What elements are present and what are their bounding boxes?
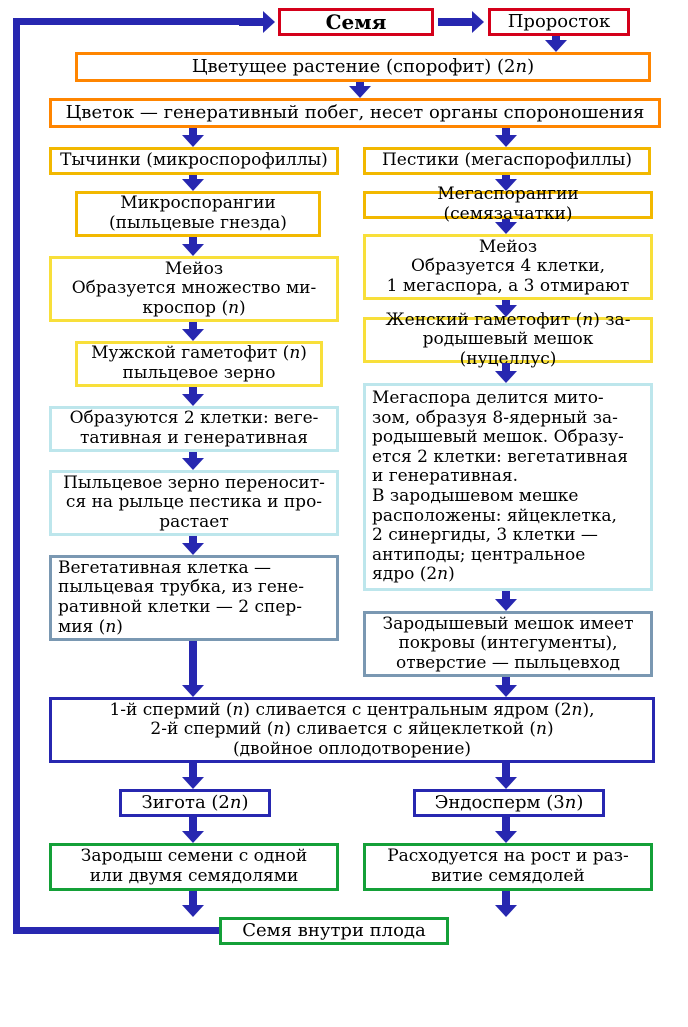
a-fert-end xyxy=(495,763,517,789)
a-end-ras xyxy=(495,817,517,843)
a-cvet-tych xyxy=(182,128,204,147)
b-semepl: Семя внутри плода xyxy=(219,917,449,945)
loopback-arrowhead xyxy=(239,11,275,33)
b-perenos-label: Пыльцевое зерно переносит-ся на рыльце п… xyxy=(63,474,325,533)
b-mega8: Мегаспора делится мито-зом, образуя 8-яд… xyxy=(363,383,653,591)
b-meioz-r-label: МейозОбразуется 4 клетки,1 мегаспора, а … xyxy=(387,238,630,297)
b-zarod: Зародыш семени с однойили двумя семядоля… xyxy=(49,843,339,891)
b-vegtube-label: Вегетативная клетка —пыльцевая трубка, и… xyxy=(58,559,330,637)
b-meioz-r: МейозОбразуется 4 клетки,1 мегаспора, а … xyxy=(363,234,653,300)
b-prorostok-label: Проросток xyxy=(508,12,611,33)
b-tych: Тычинки (микроспорофиллы) xyxy=(49,147,339,175)
a-sporo-cvet xyxy=(349,82,371,98)
a-seed-pro xyxy=(438,11,484,33)
b-megaspor: Мегаспорангии (семязачатки) xyxy=(363,191,653,219)
b-2cell: Образуются 2 клетки: веге-тативная и ген… xyxy=(49,406,339,452)
a-vt-fert xyxy=(182,641,204,697)
b-seed-label: Семя xyxy=(326,11,387,34)
a-mei-gf xyxy=(495,300,517,317)
b-semepl-label: Семя внутри плода xyxy=(242,921,426,942)
b-endo-label: Эндосперм (3n) xyxy=(435,793,584,814)
b-gametm: Мужской гаметофит (n)пыльцевое зерно xyxy=(75,341,323,387)
b-gametf-label: Женский гаметофит (n) за-родышевый мешок… xyxy=(372,311,644,370)
b-integ-label: Зародышевый мешок имеетпокровы (интегуме… xyxy=(383,615,634,674)
b-gametm-label: Мужской гаметофит (n)пыльцевое зерно xyxy=(91,344,307,383)
a-int-fert xyxy=(495,677,517,697)
a-2c-per xyxy=(182,452,204,470)
b-seed: Семя xyxy=(278,8,434,36)
b-cvetok-label: Цветок — генеративный побег, несет орган… xyxy=(66,103,645,124)
a-zar-sem xyxy=(182,891,204,917)
b-fert-label: 1-й спермий (n) сливается с центральным … xyxy=(109,701,594,760)
b-mikrospor: Микроспорангии(пыльцевые гнезда) xyxy=(75,191,321,237)
b-integ: Зародышевый мешок имеетпокровы (интегуме… xyxy=(363,611,653,677)
b-cvetok: Цветок — генеративный побег, несет орган… xyxy=(49,98,661,128)
b-vegtube: Вегетативная клетка —пыльцевая трубка, и… xyxy=(49,555,339,641)
b-zarod-label: Зародыш семени с однойили двумя семядоля… xyxy=(81,847,308,886)
loopback-segment xyxy=(13,18,20,934)
b-mega8-label: Мегаспора делится мито-зом, образуя 8-яд… xyxy=(372,389,644,584)
b-meioz-l: МейозОбразуется множество ми-кроспор (n) xyxy=(49,256,339,322)
b-rashod: Расходуется на рост и раз-витие семядоле… xyxy=(363,843,653,891)
a-pro-sporo xyxy=(545,36,567,52)
loopback-segment xyxy=(13,927,219,934)
b-mikrospor-label: Микроспорангии(пыльцевые гнезда) xyxy=(109,194,287,233)
a-m8-int xyxy=(495,591,517,611)
a-meg-mei xyxy=(495,219,517,234)
loopback-segment xyxy=(13,18,239,25)
b-2cell-label: Образуются 2 клетки: веге-тативная и ген… xyxy=(70,409,319,448)
a-pest-meg xyxy=(495,175,517,191)
a-zig-zar xyxy=(182,817,204,843)
a-fert-zig xyxy=(182,763,204,789)
b-rashod-label: Расходуется на рост и раз-витие семядоле… xyxy=(387,847,629,886)
b-prorostok: Проросток xyxy=(488,8,630,36)
a-gf-m8 xyxy=(495,363,517,383)
a-per-vt xyxy=(182,536,204,555)
b-pest-label: Пестики (мегаспорофиллы) xyxy=(382,151,632,171)
b-gametf: Женский гаметофит (n) за-родышевый мешок… xyxy=(363,317,653,363)
a-tych-mik xyxy=(182,175,204,191)
b-zigota: Зигота (2n) xyxy=(119,789,271,817)
b-fert: 1-й спермий (n) сливается с центральным … xyxy=(49,697,655,763)
b-zigota-label: Зигота (2n) xyxy=(142,793,249,814)
b-perenos: Пыльцевое зерно переносит-ся на рыльце п… xyxy=(49,470,339,536)
b-tych-label: Тычинки (микроспорофиллы) xyxy=(60,151,328,171)
a-mik-mei xyxy=(182,237,204,256)
a-mei-gm xyxy=(182,322,204,341)
a-ras-sem xyxy=(495,891,517,917)
b-meioz-l-label: МейозОбразуется множество ми-кроспор (n) xyxy=(72,260,317,319)
b-pest: Пестики (мегаспорофиллы) xyxy=(363,147,651,175)
b-sporo-label: Цветущее растение (спорофит) (2n) xyxy=(192,57,534,78)
a-cvet-pest xyxy=(495,128,517,147)
b-sporo: Цветущее растение (спорофит) (2n) xyxy=(75,52,651,82)
b-endo: Эндосперм (3n) xyxy=(413,789,605,817)
a-gm-2c xyxy=(182,387,204,406)
